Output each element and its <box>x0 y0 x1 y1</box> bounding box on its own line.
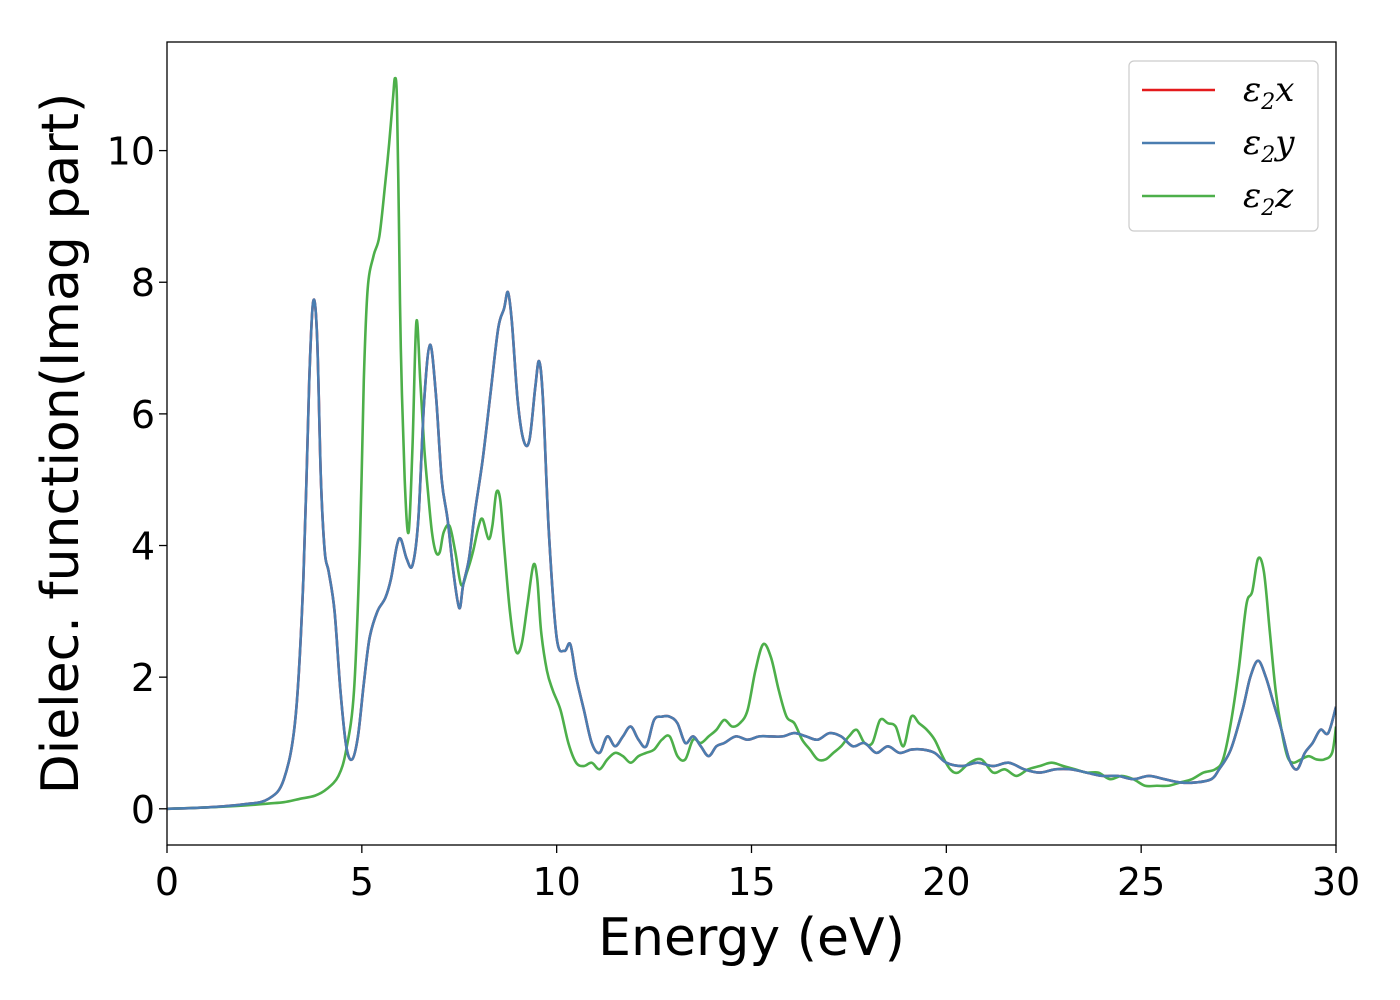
x-tick-label: 10 <box>532 860 580 904</box>
series-layer <box>167 76 1336 811</box>
y-tick-label: 8 <box>131 261 155 305</box>
y-tick-label: 6 <box>131 393 155 437</box>
y-tick-label: 2 <box>131 656 155 700</box>
x-tick-label: 20 <box>922 860 970 904</box>
x-tick-label: 5 <box>350 860 374 904</box>
x-axis-ticks: 0 5 10 15 20 25 30 <box>155 845 1360 904</box>
y-tick-label: 10 <box>107 130 155 174</box>
legend-box <box>1128 60 1319 232</box>
legend-label-z: ε2z <box>1243 176 1294 221</box>
y-tick-label: 0 <box>131 788 155 832</box>
x-tick-label: 30 <box>1312 860 1360 904</box>
y-tick-label: 4 <box>131 525 155 569</box>
series-line-y <box>167 290 1336 811</box>
x-tick-label: 0 <box>155 860 179 904</box>
x-tick-label: 15 <box>727 860 775 904</box>
y-axis-label: Dielec. function(Imag part) <box>31 93 91 795</box>
legend: ε2x ε2y ε2z <box>1128 60 1319 232</box>
x-axis-label: Energy (eV) <box>598 908 905 968</box>
y-axis-ticks: 0 2 4 6 8 10 <box>107 130 167 832</box>
legend-label-x: ε2x <box>1243 70 1294 115</box>
x-tick-label: 25 <box>1117 860 1165 904</box>
legend-label-y: ε2y <box>1243 123 1295 168</box>
